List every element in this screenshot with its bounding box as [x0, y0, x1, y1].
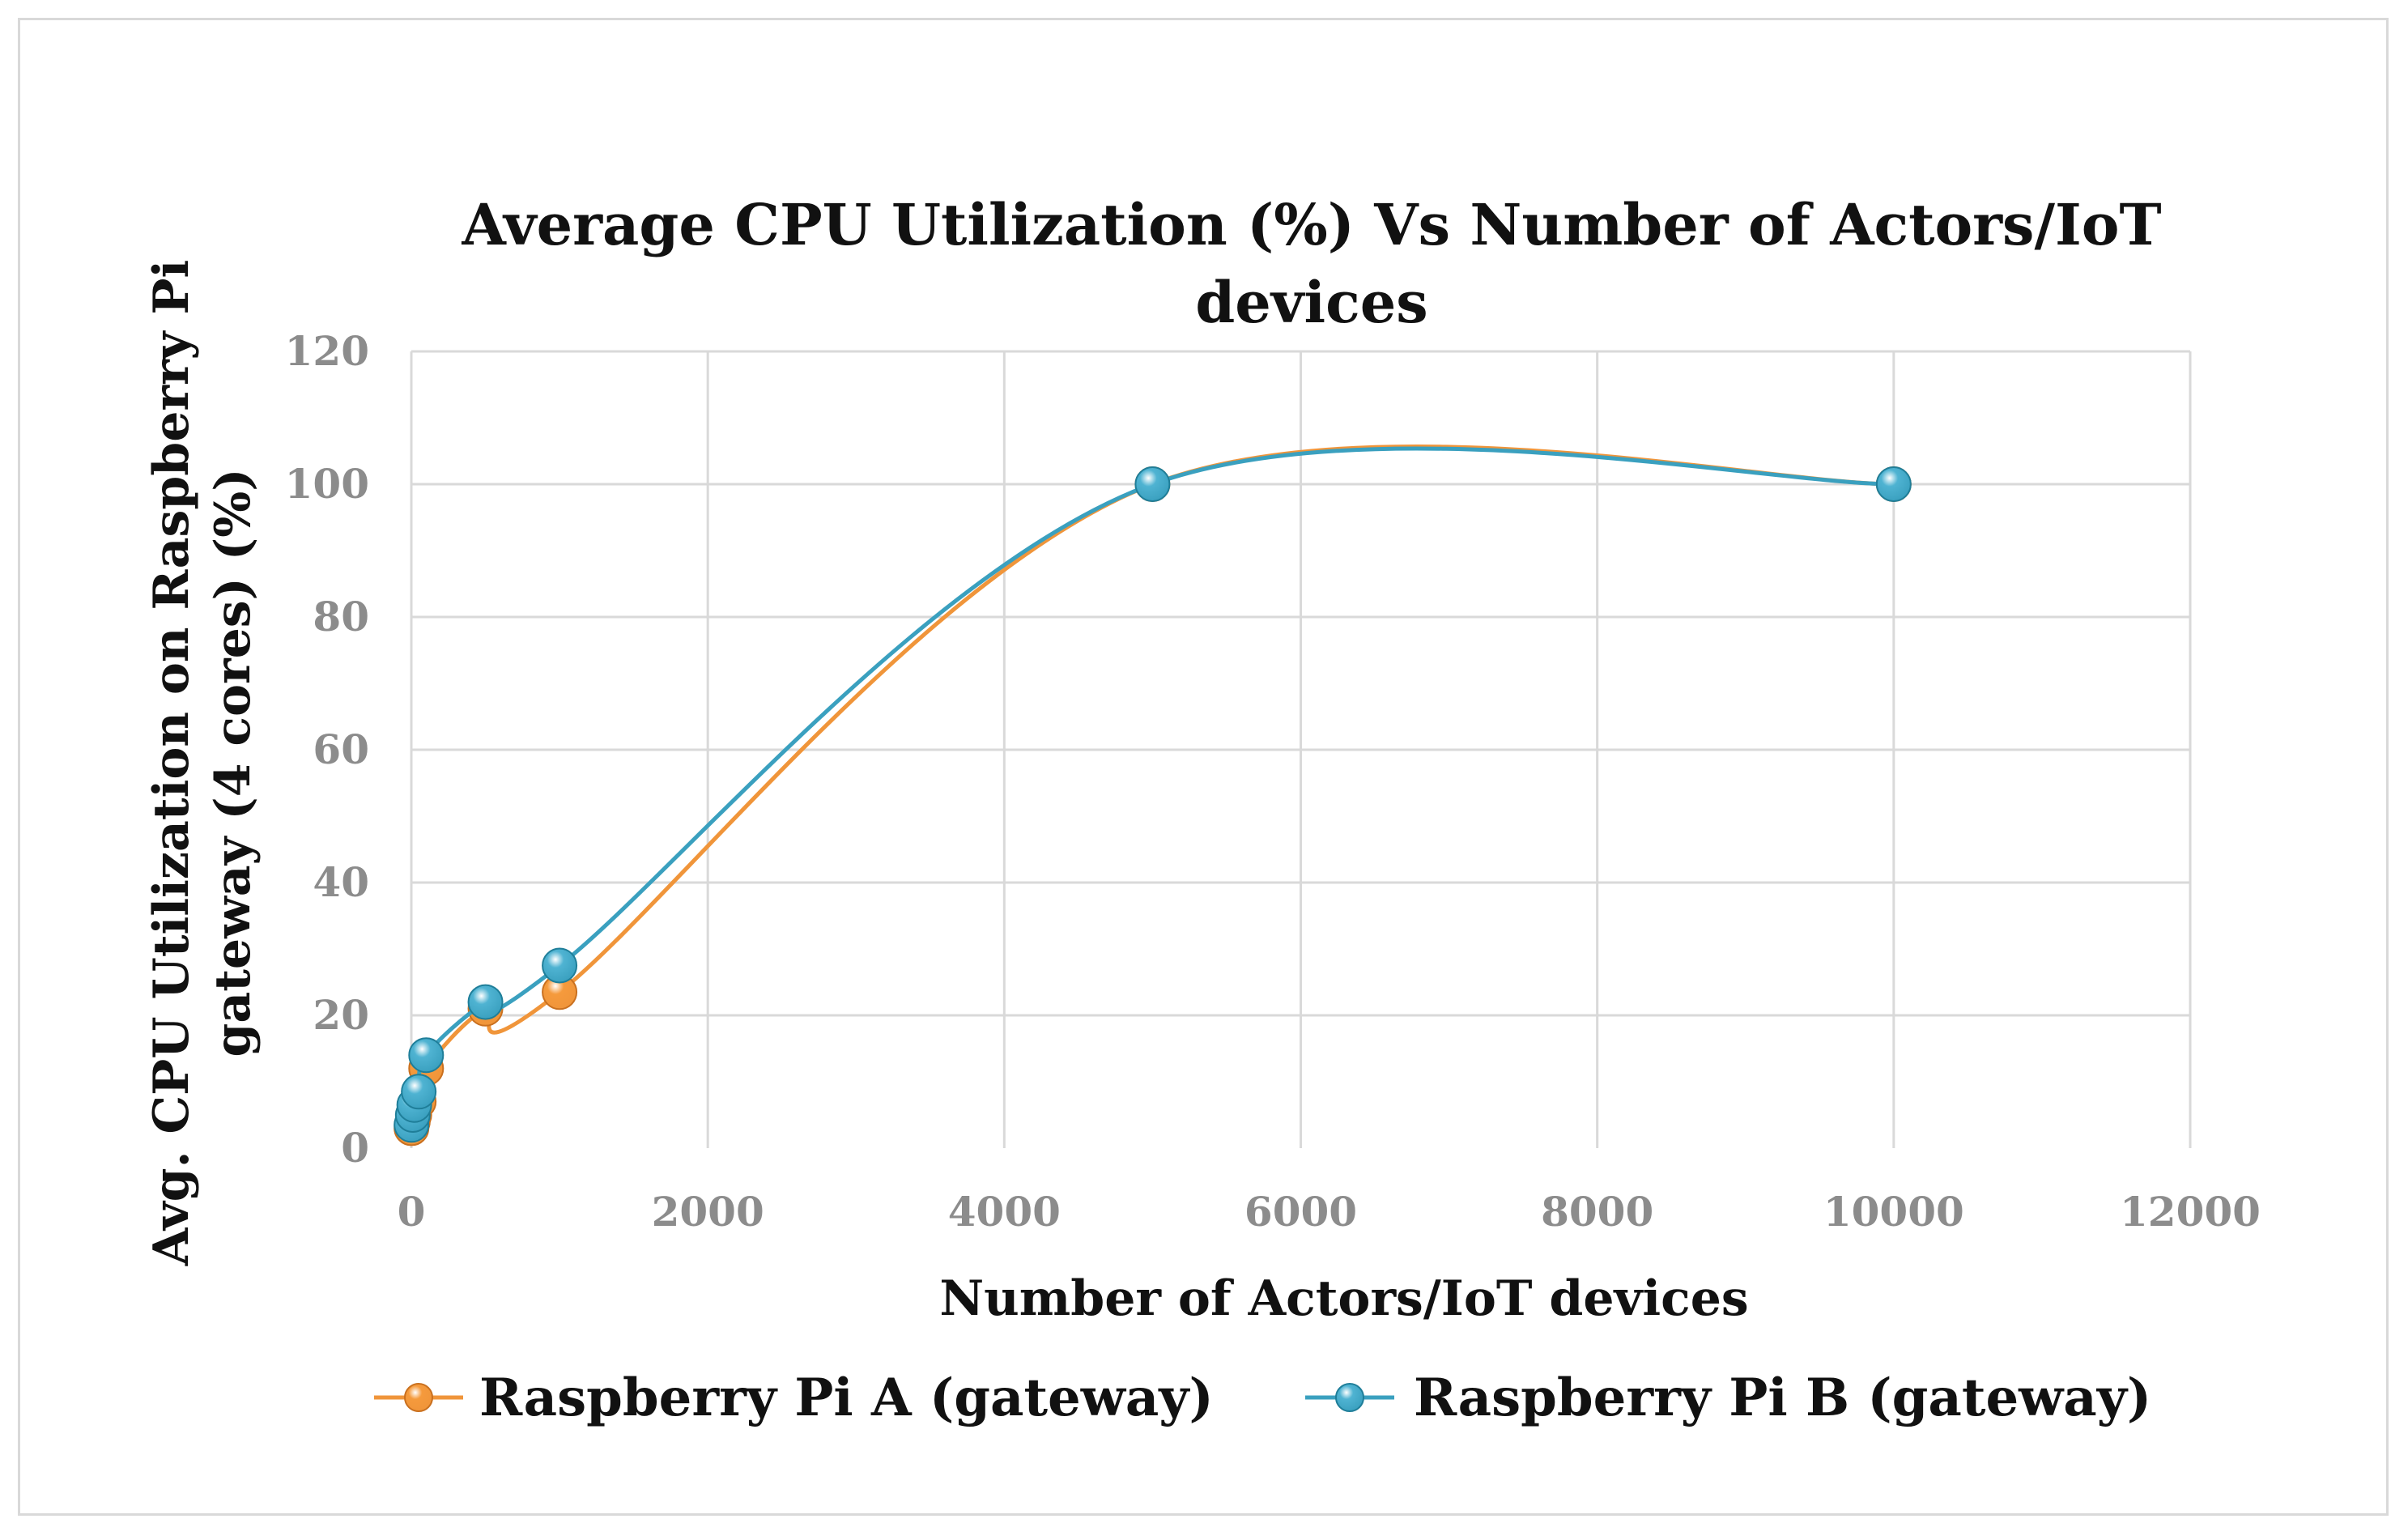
x-tick-label: 0 — [398, 1188, 426, 1236]
x-tick-label: 2000 — [652, 1188, 764, 1236]
data-point — [1875, 466, 1912, 502]
x-axis-title: Number of Actors/IoT devices — [939, 1270, 1748, 1327]
y-tick-label: 60 — [313, 725, 369, 773]
y-axis-title: Avg. CPU Utilization on Raspberry Pi gat… — [143, 260, 262, 1267]
y-axis-title-line-1: Avg. CPU Utilization on Raspberry Pi — [143, 260, 200, 1267]
y-tick-label: 120 — [285, 327, 369, 375]
data-point — [408, 1037, 445, 1074]
legend-label-b: Raspberry Pi B (gateway) — [1414, 1368, 2151, 1428]
y-tick-label: 40 — [313, 858, 369, 906]
data-point — [401, 1074, 437, 1110]
x-axis-ticks: 0 2000 4000 6000 8000 10000 12000 — [398, 1188, 2261, 1236]
legend-marker-b — [1335, 1383, 1364, 1412]
chart-title: Average CPU Utilization (%) Vs Number of… — [461, 191, 2161, 336]
series-line — [409, 445, 1894, 1129]
y-axis-ticks: 0 20 40 60 80 100 120 — [285, 327, 369, 1172]
x-tick-label: 6000 — [1244, 1188, 1357, 1236]
x-tick-label: 8000 — [1541, 1188, 1653, 1236]
legend: Raspberry Pi A (gateway) Raspberry Pi B … — [374, 1368, 2151, 1428]
chart-frame — [18, 18, 2389, 1516]
legend-marker-a — [404, 1383, 433, 1412]
x-tick-label: 12000 — [2120, 1188, 2261, 1236]
y-tick-label: 100 — [285, 460, 369, 508]
data-point — [542, 947, 578, 984]
x-tick-label: 10000 — [1823, 1188, 1964, 1236]
data-point — [1134, 466, 1171, 502]
chart-title-line-1: Average CPU Utilization (%) Vs Number of… — [461, 191, 2161, 258]
series-layer — [394, 445, 1912, 1146]
y-axis-title-line-2: gateway (4 cores) (%) — [205, 468, 262, 1057]
y-tick-label: 0 — [341, 1124, 369, 1172]
y-tick-label: 80 — [313, 593, 369, 640]
chart-title-line-2: devices — [1195, 269, 1427, 336]
series-raspberry-pi-a — [394, 445, 1912, 1146]
gridlines — [410, 350, 2192, 1148]
x-tick-label: 4000 — [948, 1188, 1061, 1236]
series-raspberry-pi-b — [394, 446, 1912, 1143]
series-line — [409, 446, 1894, 1125]
legend-label-a: Raspberry Pi A (gateway) — [479, 1368, 1214, 1428]
y-tick-label: 20 — [313, 991, 369, 1039]
data-point — [467, 984, 504, 1020]
